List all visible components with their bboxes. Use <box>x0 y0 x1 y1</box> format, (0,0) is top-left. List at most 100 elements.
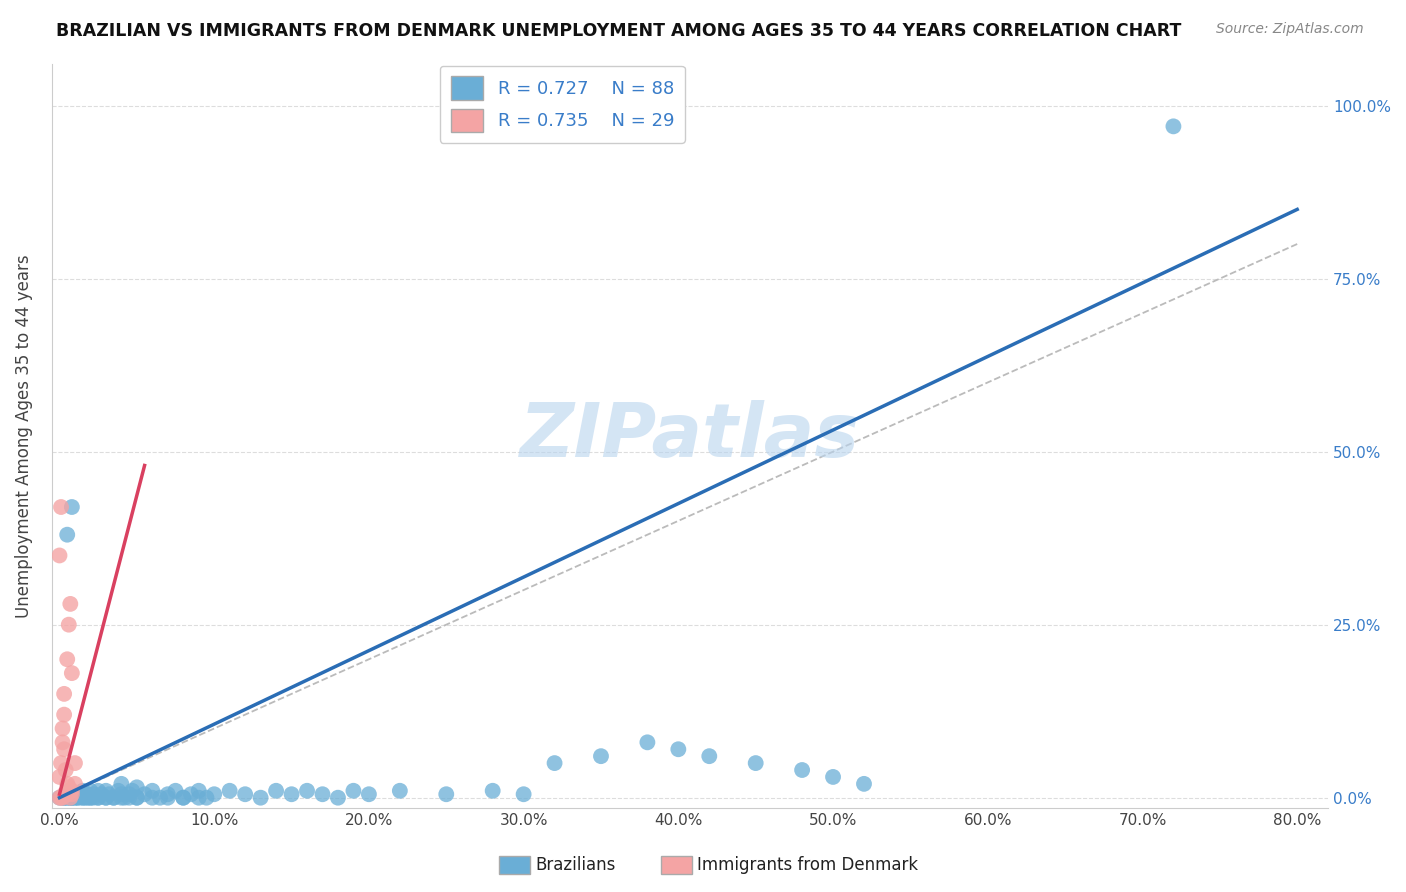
Point <box>195 790 218 805</box>
Point <box>48 790 70 805</box>
Point <box>52 790 75 805</box>
Point <box>481 784 503 798</box>
Point <box>63 777 86 791</box>
Point <box>790 763 813 777</box>
Point <box>103 790 125 805</box>
Point <box>53 707 76 722</box>
Text: BRAZILIAN VS IMMIGRANTS FROM DENMARK UNEMPLOYMENT AMONG AGES 35 TO 44 YEARS CORR: BRAZILIAN VS IMMIGRANTS FROM DENMARK UNE… <box>56 22 1181 40</box>
Point <box>59 790 82 805</box>
Point <box>202 787 225 801</box>
Point <box>249 790 271 805</box>
Point <box>52 722 75 736</box>
Point <box>76 790 98 805</box>
Point <box>56 652 79 666</box>
Point <box>72 790 94 805</box>
Point <box>311 787 333 801</box>
Point <box>149 790 172 805</box>
Point <box>83 790 105 805</box>
Point <box>83 787 105 801</box>
Point <box>60 784 83 798</box>
Text: Brazilians: Brazilians <box>536 856 616 874</box>
Point <box>103 790 125 805</box>
Point <box>114 790 136 805</box>
Point <box>512 787 534 801</box>
Point <box>48 790 70 805</box>
Y-axis label: Unemployment Among Ages 35 to 44 years: Unemployment Among Ages 35 to 44 years <box>15 254 32 618</box>
Point <box>434 787 457 801</box>
Point <box>52 735 75 749</box>
Point <box>172 790 194 805</box>
Point <box>59 790 82 805</box>
Point <box>1163 120 1185 134</box>
Point <box>110 790 132 805</box>
Point <box>98 787 121 801</box>
Point <box>636 735 658 749</box>
Point <box>90 787 112 801</box>
Point <box>697 749 720 764</box>
Point <box>56 787 79 801</box>
Point <box>58 784 80 798</box>
Point <box>218 784 240 798</box>
Point <box>326 790 349 805</box>
Point <box>121 784 143 798</box>
Point <box>60 787 83 801</box>
Point <box>388 784 411 798</box>
Point <box>53 742 76 756</box>
Point <box>59 784 82 798</box>
Point <box>295 784 318 798</box>
Point <box>59 597 82 611</box>
Point <box>76 787 98 801</box>
Point <box>107 784 129 798</box>
Point <box>59 790 82 805</box>
Point <box>821 770 844 784</box>
Point <box>75 790 97 805</box>
Point <box>56 790 79 805</box>
Text: Immigrants from Denmark: Immigrants from Denmark <box>697 856 918 874</box>
Point <box>87 790 110 805</box>
Point <box>141 784 163 798</box>
Point <box>87 790 110 805</box>
Point <box>48 770 70 784</box>
Point <box>87 784 110 798</box>
Point <box>56 777 79 791</box>
Point <box>79 784 101 798</box>
Point <box>125 790 148 805</box>
Point <box>49 500 72 514</box>
Point <box>72 790 94 805</box>
Point <box>156 787 179 801</box>
Point <box>53 790 76 805</box>
Point <box>67 790 90 805</box>
Point <box>110 787 132 801</box>
Point <box>280 787 302 801</box>
Point <box>666 742 689 756</box>
Point <box>264 784 287 798</box>
Point <box>55 787 77 801</box>
Point <box>118 790 141 805</box>
Point <box>79 790 101 805</box>
Point <box>58 617 80 632</box>
Point <box>180 787 202 801</box>
Point <box>156 790 179 805</box>
Point <box>187 784 209 798</box>
Point <box>49 790 72 805</box>
Point <box>172 790 194 805</box>
Point <box>53 787 76 801</box>
Point <box>63 790 86 805</box>
Point <box>49 756 72 770</box>
Point <box>67 790 90 805</box>
Point <box>233 787 256 801</box>
Point <box>58 780 80 795</box>
Text: ZIPatlas: ZIPatlas <box>520 400 860 473</box>
Point <box>69 787 91 801</box>
Point <box>94 790 117 805</box>
Point <box>60 790 83 805</box>
Point <box>357 787 380 801</box>
Point <box>56 790 79 805</box>
Point <box>63 787 86 801</box>
Point <box>853 777 876 791</box>
Point <box>53 687 76 701</box>
Point <box>60 790 83 805</box>
Point <box>110 777 132 791</box>
Point <box>118 787 141 801</box>
Point <box>94 790 117 805</box>
